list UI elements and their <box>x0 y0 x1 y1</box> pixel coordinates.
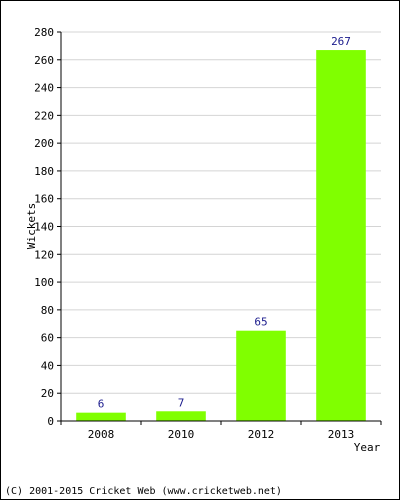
y-tick-label: 280 <box>34 26 54 39</box>
y-tick-label: 60 <box>41 332 54 345</box>
bar <box>236 330 286 421</box>
y-tick-label: 100 <box>34 276 54 289</box>
copyright-footer: (C) 2001-2015 Cricket Web (www.cricketwe… <box>5 486 282 497</box>
bar <box>156 411 206 421</box>
x-tick-label: 2012 <box>248 428 275 441</box>
data-label: 7 <box>178 396 185 409</box>
y-tick-label: 200 <box>34 137 54 150</box>
y-tick-label: 20 <box>41 387 54 400</box>
bars <box>76 50 366 421</box>
y-tick-label: 160 <box>34 193 54 206</box>
bar <box>76 412 126 421</box>
y-tick-label: 260 <box>34 54 54 67</box>
y-axis-label: Wickets <box>25 203 38 249</box>
y-tick-label: 80 <box>41 304 54 317</box>
data-label: 267 <box>331 35 351 48</box>
y-tick-label: 40 <box>41 359 54 372</box>
y-tick-label: 220 <box>34 109 54 122</box>
x-tick-label: 2008 <box>88 428 115 441</box>
x-axis-label: Year <box>354 441 381 454</box>
data-label: 65 <box>254 316 267 329</box>
y-axis-ticks: 0 20 40 60 80 100 120 140 160 180 200 220 240 260 280 <box>34 26 61 428</box>
y-tick-label: 0 <box>47 415 54 428</box>
x-tick-label: 2010 <box>168 428 195 441</box>
y-tick-label: 180 <box>34 165 54 178</box>
x-tick-label: 2013 <box>328 428 355 441</box>
y-tick-label: 140 <box>34 221 54 234</box>
data-label: 6 <box>98 398 105 411</box>
x-axis-ticks: 2008 2010 2012 2013 <box>60 421 382 441</box>
bar-chart: 020406080100120140160180200220240260280 … <box>25 26 382 454</box>
bar <box>316 50 366 421</box>
y-tick-label: 240 <box>34 82 54 95</box>
data-labels: 6 7 65 267 <box>98 35 351 411</box>
y-tick-label: 120 <box>34 248 54 261</box>
